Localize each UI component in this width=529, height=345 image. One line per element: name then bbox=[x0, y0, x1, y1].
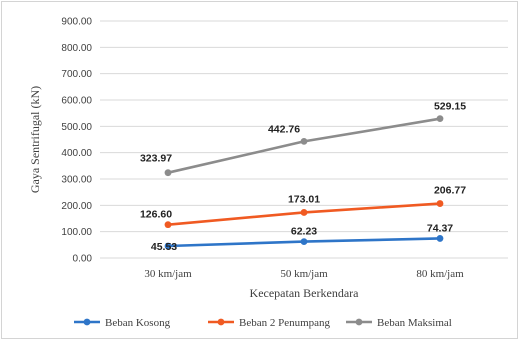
data-label-beban-maksimal: 529.15 bbox=[434, 101, 466, 113]
x-axis-title: Kecepatan Berkendara bbox=[250, 286, 360, 300]
data-point-beban-2-penumpang bbox=[436, 200, 444, 207]
y-tick-label: 900.00 bbox=[61, 17, 92, 28]
x-axis-ticks: 30 km/jam 50 km/jam 80 km/jam bbox=[144, 268, 464, 280]
legend-label-beban-2-penumpang: Beban 2 Penumpang bbox=[239, 317, 331, 329]
y-axis-ticks: 0.00 100.00 200.00 300.00 400.00 500.00 600.00… bbox=[61, 17, 92, 265]
legend-label-beban-maksimal: Beban Maksimal bbox=[377, 317, 452, 329]
data-label-beban-maksimal: 442.76 bbox=[268, 123, 300, 135]
legend: Beban Kosong Beban 2 Penumpang Beban Maksi… bbox=[74, 317, 452, 329]
data-label-beban-2-penumpang: 206.77 bbox=[434, 185, 466, 197]
data-point-beban-maksimal bbox=[164, 169, 172, 177]
data-label-beban-2-penumpang: 126.60 bbox=[140, 209, 172, 221]
data-point-beban-kosong bbox=[436, 235, 444, 242]
y-tick-label: 800.00 bbox=[61, 43, 92, 54]
data-point-beban-kosong bbox=[300, 238, 308, 246]
chart-frame bbox=[1, 1, 518, 339]
data-point-beban-kosong bbox=[164, 242, 172, 250]
y-tick-label: 700.00 bbox=[61, 69, 92, 80]
x-tick-label: 80 km/jam bbox=[416, 268, 464, 280]
x-tick-label: 50 km/jam bbox=[280, 268, 328, 280]
y-tick-label: 400.00 bbox=[61, 148, 92, 159]
series-lines: 45.53 62.23 74.37 126.60 173.01 206.77 323.97 4… bbox=[140, 101, 466, 253]
y-tick-label: 200.00 bbox=[61, 201, 92, 212]
legend-marker-beban-2-penumpang bbox=[217, 318, 225, 326]
legend-marker-beban-maksimal bbox=[355, 318, 363, 326]
data-point-beban-2-penumpang bbox=[300, 209, 308, 216]
y-tick-label: 600.00 bbox=[61, 96, 92, 107]
data-label-beban-kosong: 74.37 bbox=[427, 222, 453, 234]
gridlines bbox=[100, 20, 508, 259]
data-point-beban-2-penumpang bbox=[164, 221, 172, 229]
data-label-beban-kosong: 62.23 bbox=[291, 226, 317, 238]
x-tick-label: 30 km/jam bbox=[144, 268, 192, 280]
data-label-beban-kosong: 45.53 bbox=[151, 241, 177, 253]
y-tick-label: 300.00 bbox=[61, 175, 92, 186]
data-point-beban-maksimal bbox=[436, 115, 444, 123]
data-point-beban-maksimal bbox=[300, 138, 308, 145]
legend-label-beban-kosong: Beban Kosong bbox=[105, 317, 171, 329]
y-tick-label: 500.00 bbox=[61, 122, 92, 133]
y-tick-label: 100.00 bbox=[61, 227, 92, 238]
y-tick-label: 0.00 bbox=[73, 254, 93, 265]
y-axis-title: Gaya Sentrifugal (kN) bbox=[28, 86, 42, 193]
legend-marker-beban-kosong bbox=[83, 318, 91, 326]
data-label-beban-2-penumpang: 173.01 bbox=[288, 193, 320, 205]
data-label-beban-maksimal: 323.97 bbox=[140, 153, 172, 165]
